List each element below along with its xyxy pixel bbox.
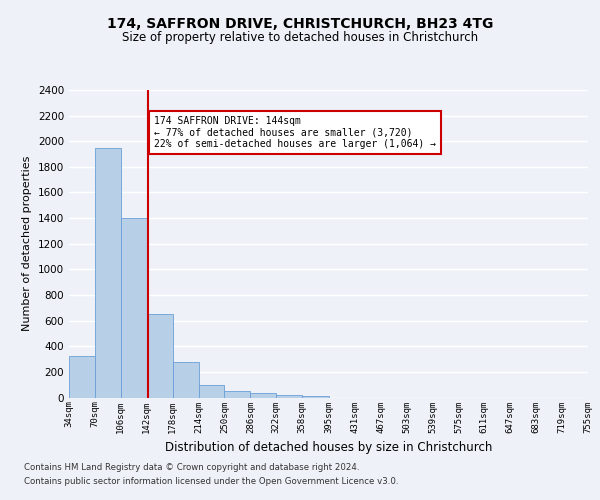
- Y-axis label: Number of detached properties: Number of detached properties: [22, 156, 32, 332]
- X-axis label: Distribution of detached houses by size in Christchurch: Distribution of detached houses by size …: [165, 441, 492, 454]
- Bar: [147, 314, 173, 398]
- Bar: [302, 396, 329, 398]
- Bar: [250, 392, 277, 398]
- Text: Contains public sector information licensed under the Open Government Licence v3: Contains public sector information licen…: [24, 477, 398, 486]
- Bar: [173, 362, 199, 398]
- Text: 174 SAFFRON DRIVE: 144sqm
← 77% of detached houses are smaller (3,720)
22% of se: 174 SAFFRON DRIVE: 144sqm ← 77% of detac…: [154, 116, 436, 149]
- Bar: [277, 394, 302, 398]
- Bar: [121, 218, 147, 398]
- Bar: [224, 392, 250, 398]
- Text: 174, SAFFRON DRIVE, CHRISTCHURCH, BH23 4TG: 174, SAFFRON DRIVE, CHRISTCHURCH, BH23 4…: [107, 18, 493, 32]
- Text: Size of property relative to detached houses in Christchurch: Size of property relative to detached ho…: [122, 31, 478, 44]
- Bar: [95, 148, 121, 398]
- Bar: [199, 384, 224, 398]
- Text: Contains HM Land Registry data © Crown copyright and database right 2024.: Contains HM Land Registry data © Crown c…: [24, 464, 359, 472]
- Bar: [69, 356, 95, 398]
